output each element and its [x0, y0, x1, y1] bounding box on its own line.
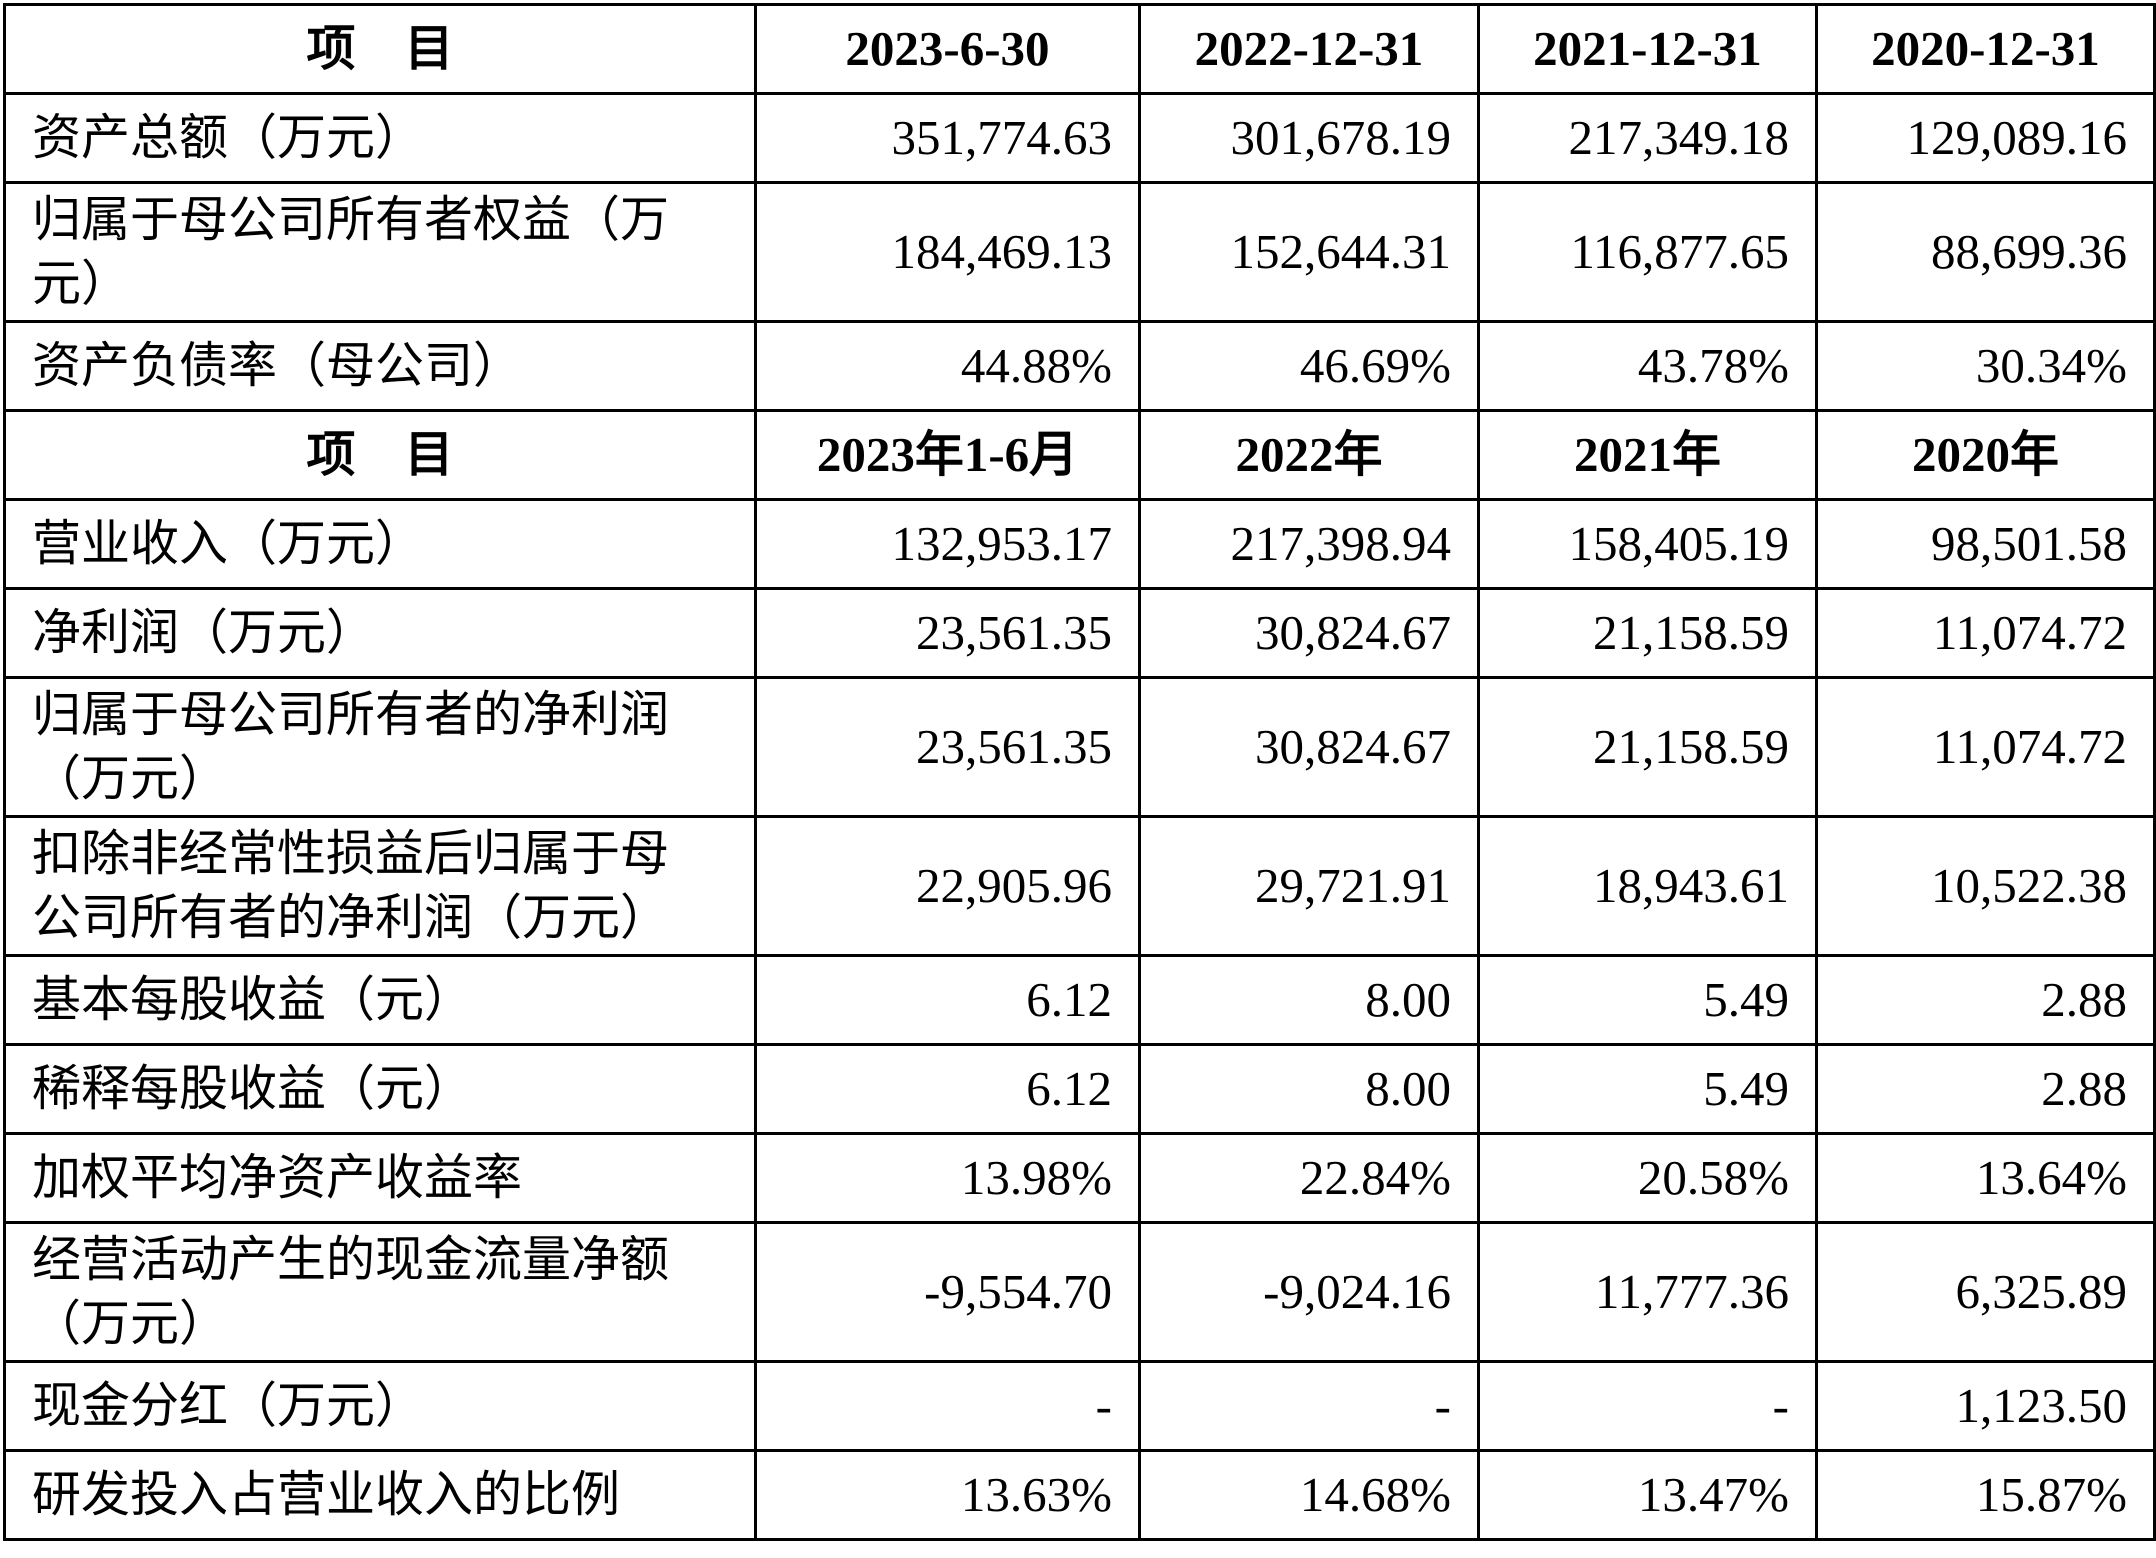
value-cell: 88,699.36: [1815, 181, 2156, 323]
row-label: 资产总额（万元）: [3, 92, 757, 184]
value-cell: -: [754, 1360, 1141, 1452]
value-cell: 14.68%: [1138, 1449, 1480, 1541]
row-label: 营业收入（万元）: [3, 498, 757, 590]
value-cell: 44.88%: [754, 320, 1141, 412]
value-cell: 13.47%: [1477, 1449, 1818, 1541]
value-cell: 6,325.89: [1815, 1221, 2156, 1363]
value-cell: -: [1477, 1360, 1818, 1452]
value-cell: 21,158.59: [1477, 676, 1818, 818]
value-cell: 11,074.72: [1815, 676, 2156, 818]
value-cell: -9,024.16: [1138, 1221, 1480, 1363]
header-row: 项 目 2023年1-6月 2022年 2021年 2020年: [3, 409, 2156, 501]
data-row: 归属于母公司所有者权益（万元） 184,469.13 152,644.31 116,8…: [3, 181, 2156, 323]
value-cell: 10,522.38: [1815, 815, 2156, 957]
value-cell: 6.12: [754, 1043, 1141, 1135]
value-cell: 23,561.35: [754, 587, 1141, 679]
row-label: 归属于母公司所有者权益（万元）: [3, 181, 757, 323]
financial-table: 项 目 2023-6-30 2022-12-31 2021-12-31 2020-12-…: [3, 3, 2156, 1541]
table-wrap: 项 目 2023-6-30 2022-12-31 2021-12-31 2020-12-…: [3, 3, 2156, 1541]
header-cell: 2022-12-31: [1138, 3, 1480, 95]
value-cell: 152,644.31: [1138, 181, 1480, 323]
data-row: 稀释每股收益（元） 6.12 8.00 5.49 2.88: [3, 1043, 2156, 1135]
data-row: 现金分红（万元） - - -1,123.50: [3, 1360, 2156, 1452]
value-cell: 11,777.36: [1477, 1221, 1818, 1363]
row-label: 归属于母公司所有者的净利润（万元）: [3, 676, 757, 818]
value-cell: 30,824.67: [1138, 587, 1480, 679]
value-cell: 8.00: [1138, 1043, 1480, 1135]
data-row: 净利润（万元） 23,561.35 30,824.67 21,158.59 11,074…: [3, 587, 2156, 679]
row-label: 经营活动产生的现金流量净额（万元）: [3, 1221, 757, 1363]
data-row: 扣除非经常性损益后归属于母公司所有者的净利润（万元） 22,905.96 29,72…: [3, 815, 2156, 957]
value-cell: 98,501.58: [1815, 498, 2156, 590]
header-cell: 项 目: [3, 3, 757, 95]
header-cell: 项 目: [3, 409, 757, 501]
value-cell: 13.98%: [754, 1132, 1141, 1224]
header-cell: 2021-12-31: [1477, 3, 1818, 95]
value-cell: 1,123.50: [1815, 1360, 2156, 1452]
data-row: 归属于母公司所有者的净利润（万元） 23,561.35 30,824.67 21,15…: [3, 676, 2156, 818]
value-cell: 30,824.67: [1138, 676, 1480, 818]
row-label: 研发投入占营业收入的比例: [3, 1449, 757, 1541]
value-cell: 217,398.94: [1138, 498, 1480, 590]
value-cell: 351,774.63: [754, 92, 1141, 184]
data-row: 经营活动产生的现金流量净额（万元） -9,554.70 -9,024.16 11,77…: [3, 1221, 2156, 1363]
row-label: 稀释每股收益（元）: [3, 1043, 757, 1135]
value-cell: 13.64%: [1815, 1132, 2156, 1224]
value-cell: 20.58%: [1477, 1132, 1818, 1224]
data-row: 基本每股收益（元） 6.12 8.00 5.49 2.88: [3, 954, 2156, 1046]
value-cell: 11,074.72: [1815, 587, 2156, 679]
value-cell: -: [1138, 1360, 1480, 1452]
row-label: 基本每股收益（元）: [3, 954, 757, 1046]
header-cell: 2023年1-6月: [754, 409, 1141, 501]
value-cell: 2.88: [1815, 1043, 2156, 1135]
data-row: 加权平均净资产收益率 13.98% 22.84% 20.58% 13.64%: [3, 1132, 2156, 1224]
value-cell: 15.87%: [1815, 1449, 2156, 1541]
value-cell: 30.34%: [1815, 320, 2156, 412]
value-cell: 132,953.17: [754, 498, 1141, 590]
value-cell: 8.00: [1138, 954, 1480, 1046]
value-cell: 22,905.96: [754, 815, 1141, 957]
table-body: 项 目 2023-6-30 2022-12-31 2021-12-31 2020-12-…: [3, 3, 2156, 1541]
row-label: 净利润（万元）: [3, 587, 757, 679]
value-cell: 29,721.91: [1138, 815, 1480, 957]
value-cell: 184,469.13: [754, 181, 1141, 323]
value-cell: 5.49: [1477, 1043, 1818, 1135]
header-cell: 2020-12-31: [1815, 3, 2156, 95]
row-label: 加权平均净资产收益率: [3, 1132, 757, 1224]
value-cell: 2.88: [1815, 954, 2156, 1046]
value-cell: 46.69%: [1138, 320, 1480, 412]
header-cell: 2020年: [1815, 409, 2156, 501]
row-label: 现金分红（万元）: [3, 1360, 757, 1452]
value-cell: 21,158.59: [1477, 587, 1818, 679]
value-cell: 158,405.19: [1477, 498, 1818, 590]
header-cell: 2022年: [1138, 409, 1480, 501]
data-row: 营业收入（万元） 132,953.17 217,398.94 158,405.19 98…: [3, 498, 2156, 590]
value-cell: 301,678.19: [1138, 92, 1480, 184]
value-cell: 18,943.61: [1477, 815, 1818, 957]
header-cell: 2021年: [1477, 409, 1818, 501]
row-label: 扣除非经常性损益后归属于母公司所有者的净利润（万元）: [3, 815, 757, 957]
value-cell: 22.84%: [1138, 1132, 1480, 1224]
row-label: 资产负债率（母公司）: [3, 320, 757, 412]
value-cell: 23,561.35: [754, 676, 1141, 818]
value-cell: 13.63%: [754, 1449, 1141, 1541]
value-cell: 217,349.18: [1477, 92, 1818, 184]
value-cell: 129,089.16: [1815, 92, 2156, 184]
value-cell: 43.78%: [1477, 320, 1818, 412]
header-row: 项 目 2023-6-30 2022-12-31 2021-12-31 2020-12-…: [3, 3, 2156, 95]
value-cell: 5.49: [1477, 954, 1818, 1046]
data-row: 研发投入占营业收入的比例 13.63% 14.68% 13.47% 15.87%: [3, 1449, 2156, 1541]
value-cell: 116,877.65: [1477, 181, 1818, 323]
value-cell: -9,554.70: [754, 1221, 1141, 1363]
value-cell: 6.12: [754, 954, 1141, 1046]
data-row: 资产负债率（母公司） 44.88% 46.69% 43.78% 30.34%: [3, 320, 2156, 412]
header-cell: 2023-6-30: [754, 3, 1141, 95]
data-row: 资产总额（万元） 351,774.63 301,678.19 217,349.18 12…: [3, 92, 2156, 184]
